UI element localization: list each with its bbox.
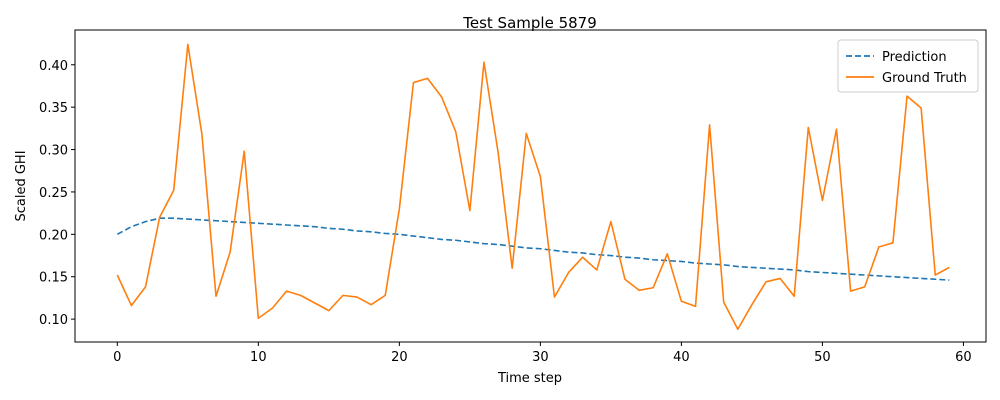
x-tick-label: 40 [673, 350, 690, 365]
y-axis-label: Scaled GHI [14, 150, 29, 221]
legend-label-ground-truth: Ground Truth [882, 71, 967, 86]
x-axis-label: Time step [497, 371, 562, 386]
y-tick-label: 0.20 [39, 228, 68, 243]
x-tick-label: 10 [250, 350, 267, 365]
legend: Prediction Ground Truth [837, 39, 979, 93]
x-tick-label: 20 [391, 350, 408, 365]
x-tick-label: 30 [532, 350, 549, 365]
y-tick-label: 0.35 [39, 101, 68, 116]
y-tick-label: 0.40 [39, 59, 68, 74]
y-tick-label: 0.25 [39, 186, 68, 201]
x-tick-label: 0 [113, 350, 121, 365]
y-tick-label: 0.30 [39, 144, 68, 159]
axes-frame [74, 29, 987, 343]
y-axis-ticks: 0.10 0.15 0.20 0.25 0.30 0.35 0.40 [39, 59, 75, 328]
legend-label-prediction: Prediction [882, 50, 947, 65]
chart-title: Test Sample 5879 [462, 14, 597, 32]
x-tick-label: 60 [955, 350, 972, 365]
y-tick-label: 0.15 [39, 271, 68, 286]
series-line-ground-truth [116, 43, 950, 331]
x-tick-label: 50 [814, 350, 831, 365]
legend-box [837, 39, 979, 93]
plot-area [116, 43, 950, 331]
x-axis-ticks: 0 10 20 30 40 50 60 [113, 342, 972, 365]
y-tick-label: 0.10 [39, 313, 68, 328]
